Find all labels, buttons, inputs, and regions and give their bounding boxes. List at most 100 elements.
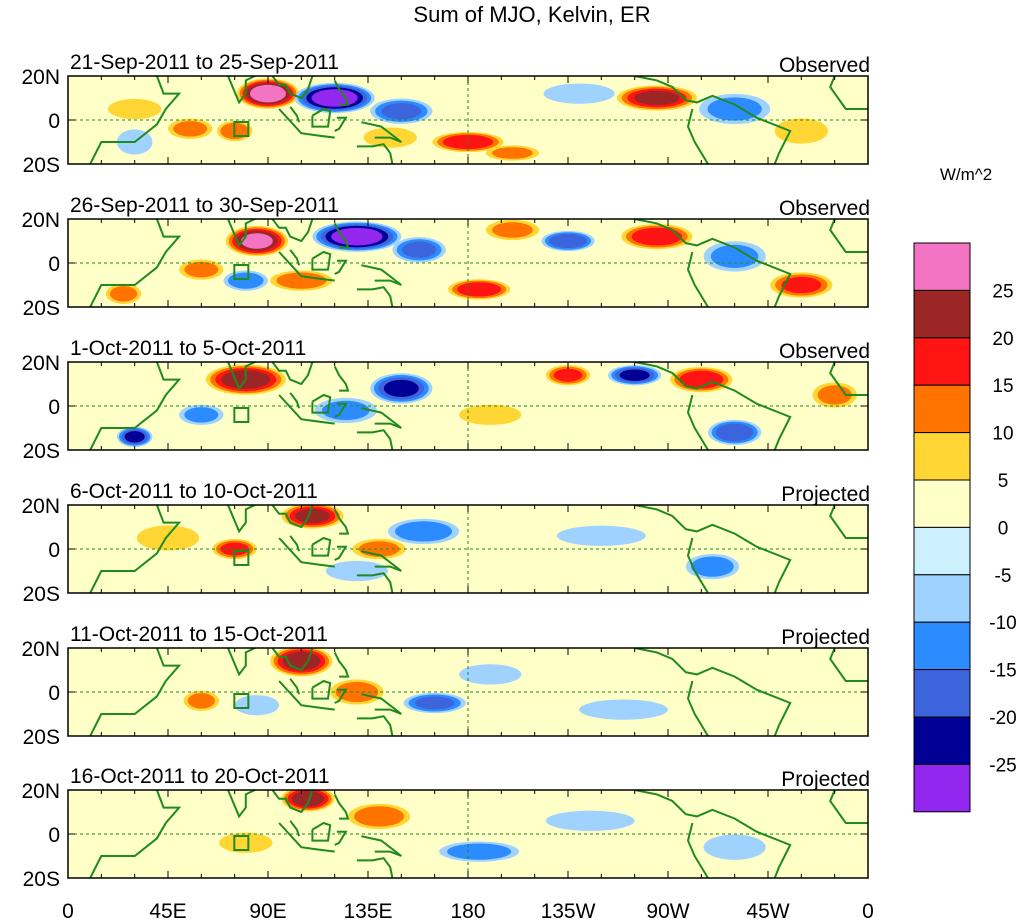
anomaly-blob	[685, 553, 740, 580]
coastline	[333, 79, 350, 106]
x-tick-label: 180	[450, 900, 485, 923]
anomaly-blob	[459, 664, 522, 685]
coastline	[334, 830, 348, 846]
anomaly-blob	[439, 841, 520, 862]
coastline	[686, 822, 709, 878]
anomaly-blob	[545, 810, 635, 831]
panel: 20N 0 20S 26-Sep-2011 to 30-Sep-2011 Observe…	[21, 194, 870, 320]
chart-title: Sum of MJO, Kelvin, ER	[413, 2, 650, 27]
region-box	[233, 550, 250, 566]
colorbar-swatch	[913, 574, 971, 623]
contour-level	[383, 379, 419, 397]
contour-level	[631, 227, 683, 246]
colorbar-level-label: 20	[992, 329, 1013, 350]
contour-level	[459, 664, 522, 685]
colorbar-level-label: 15	[992, 376, 1013, 397]
coastline	[311, 821, 332, 842]
x-tick-label: 45E	[149, 900, 186, 923]
map-panels: 20N 0 20S 21-Sep-2011 to 25-Sep-2011 Observe…	[21, 51, 870, 891]
contour-level	[331, 227, 383, 246]
contour-level	[401, 241, 437, 258]
colorbar-level-label: -10	[989, 613, 1016, 634]
anomaly-blob	[236, 78, 300, 109]
anomaly-blob	[223, 270, 268, 291]
coastline	[686, 537, 709, 593]
colorbar-level-label: 5	[998, 471, 1009, 492]
anomaly-blob	[579, 699, 668, 720]
contour-level	[619, 369, 650, 381]
contour-level	[294, 508, 330, 524]
anomaly-blob	[270, 270, 333, 291]
anomaly-blob	[108, 98, 162, 120]
coastline	[361, 693, 402, 715]
contour-level	[703, 834, 766, 860]
contour-level	[691, 556, 734, 577]
panel: 20N 0 20S 6-Oct-2011 to 10-Oct-2011 Projecte…	[21, 480, 870, 606]
coastline	[634, 362, 792, 450]
contour-level	[108, 98, 162, 120]
contour-level	[781, 276, 822, 294]
y-tick-label: 20N	[21, 66, 60, 89]
contour-level	[291, 791, 325, 807]
anomaly-blob	[183, 690, 220, 711]
x-tick-label: 135E	[343, 900, 392, 923]
panel-date-range: 1-Oct-2011 to 5-Oct-2011	[70, 337, 306, 360]
contour-level	[250, 84, 286, 103]
coastline	[196, 790, 314, 819]
panel-date-range: 6-Oct-2011 to 10-Oct-2011	[70, 480, 318, 503]
coastline	[356, 143, 394, 164]
region-box	[233, 407, 250, 423]
panel-status: Projected	[781, 768, 870, 791]
panel-status: Projected	[781, 626, 870, 649]
coastline	[89, 76, 182, 164]
coastline	[361, 550, 402, 572]
x-tick-label: 90W	[646, 900, 689, 923]
x-tick-label: 135W	[541, 900, 596, 923]
contour-level	[184, 261, 219, 278]
coastline	[89, 505, 182, 593]
contour-level	[395, 521, 453, 542]
coastline	[333, 793, 350, 820]
coastline	[361, 407, 402, 429]
contour-level	[774, 118, 828, 144]
coastline	[311, 393, 332, 414]
region-box	[233, 121, 250, 137]
anomaly-blob	[770, 272, 833, 298]
anomaly-blob	[105, 283, 142, 304]
contour-level	[414, 696, 455, 710]
coastline	[829, 219, 868, 253]
coastline	[829, 790, 868, 824]
panel-date-range: 11-Oct-2011 to 15-Oct-2011	[70, 623, 328, 646]
coastline	[334, 545, 348, 561]
y-tick-label: 20N	[21, 495, 60, 518]
colorbar-swatch	[913, 621, 971, 671]
coastline	[829, 505, 868, 539]
y-tick-label: 0	[48, 539, 60, 562]
coastline	[278, 822, 335, 853]
contour-level	[184, 407, 219, 423]
colorbar-swatch	[913, 384, 971, 434]
contour-level	[549, 233, 587, 249]
coastline	[361, 264, 402, 286]
coastline	[278, 680, 335, 711]
y-tick-label: 0	[48, 253, 60, 276]
contour-level	[543, 83, 615, 104]
contour-level	[234, 695, 280, 716]
anomaly-blob	[545, 365, 591, 386]
colorbar-units: W/m^2	[940, 165, 992, 184]
colorbar-level-label: -20	[989, 708, 1016, 729]
anomaly-blob	[370, 373, 433, 404]
coastline	[196, 76, 314, 105]
anomaly-blob	[348, 803, 411, 830]
anomaly-blob	[485, 219, 540, 241]
coastline	[311, 679, 332, 700]
contour-level	[311, 89, 358, 107]
x-tick-label: 0	[862, 900, 874, 923]
y-tick-label: 20N	[21, 352, 60, 375]
x-tick-label: 90E	[249, 900, 286, 923]
anomaly-blob	[212, 538, 257, 560]
contour-level	[457, 282, 502, 297]
y-tick-label: 0	[48, 110, 60, 133]
anomaly-blob	[370, 98, 433, 124]
contour-level	[447, 843, 512, 860]
